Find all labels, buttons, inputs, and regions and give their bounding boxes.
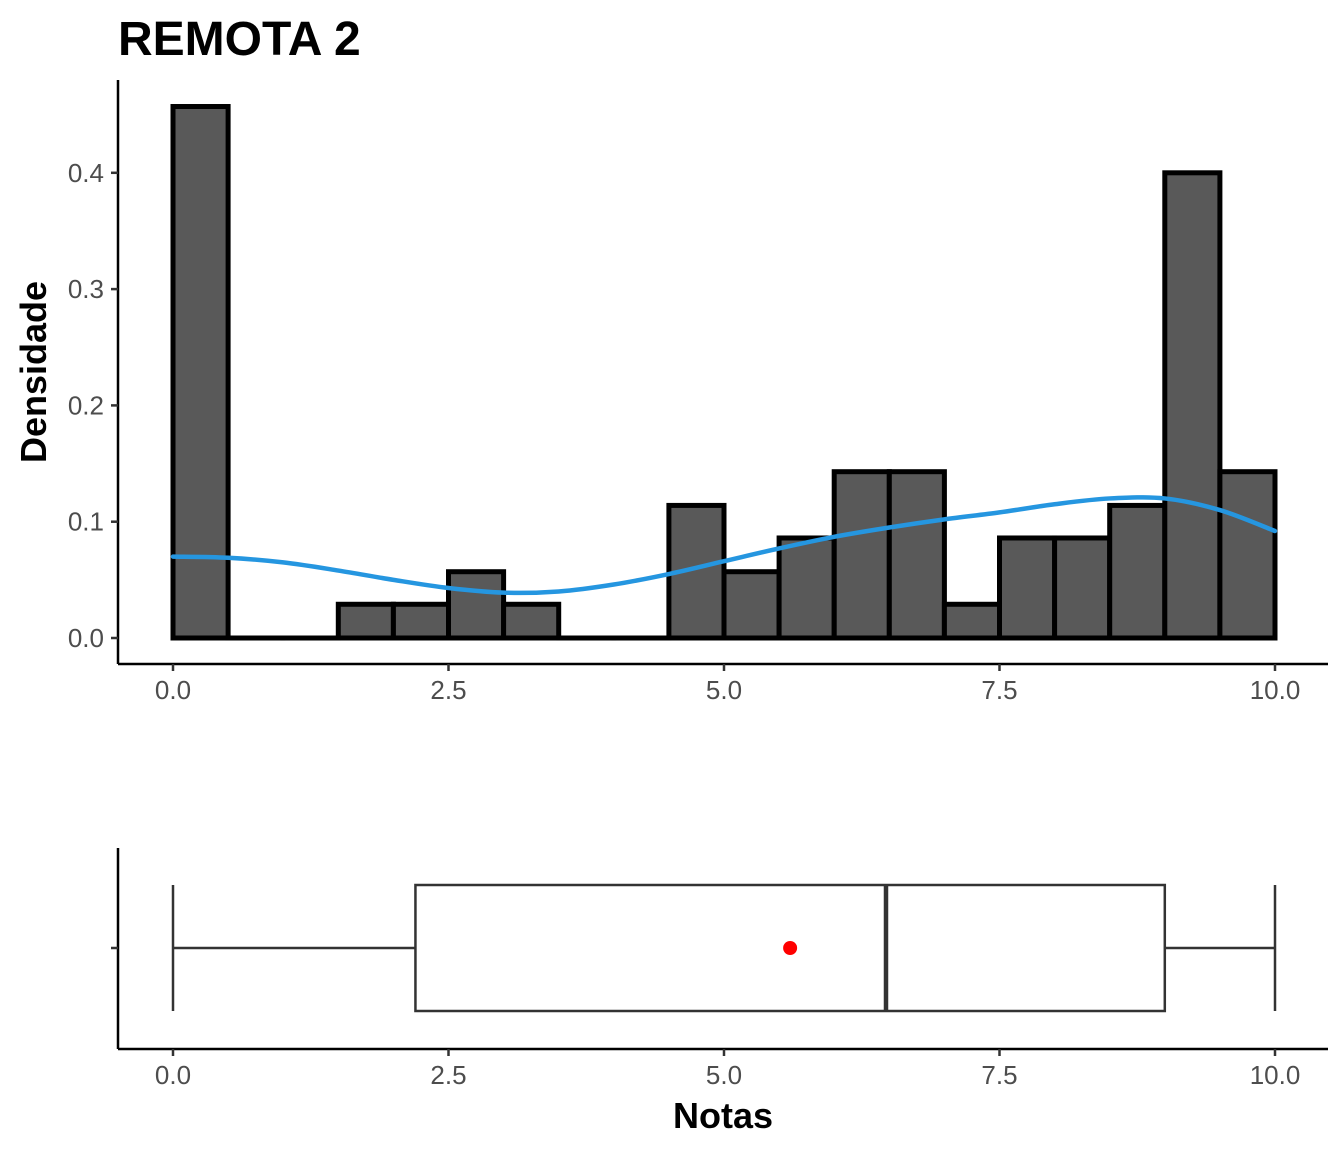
y-axis-title: Densidade (13, 281, 54, 463)
hist-y-tick-label: 0.1 (68, 507, 104, 537)
box-x-tick-label: 7.5 (981, 1060, 1017, 1090)
histogram-bar (886, 469, 947, 641)
histogram-bar (1162, 170, 1223, 641)
histogram-panel: 0.0 0.1 0.2 0.3 0.4 0.0 2.5 5.0 7.5 10.0 (68, 80, 1328, 705)
hist-y-tick-label: 0.2 (68, 390, 104, 420)
histogram-bar (170, 104, 231, 641)
hist-x-tick-label: 0.0 (155, 675, 191, 705)
box-x-tick-label: 10.0 (1250, 1060, 1301, 1090)
histogram-bar (831, 469, 892, 641)
hist-x-tick-label: 2.5 (430, 675, 466, 705)
hist-x-tick-label: 5.0 (706, 675, 742, 705)
hist-y-tick-label: 0.0 (68, 623, 104, 653)
box-x-tick-label: 2.5 (430, 1060, 466, 1090)
histogram-bar (941, 601, 1003, 641)
hist-y-tick-label: 0.4 (68, 158, 104, 188)
boxplot-mean-point (783, 941, 798, 955)
hist-y-ticks: 0.0 0.1 0.2 0.3 0.4 (68, 158, 118, 653)
histogram-bar (1107, 502, 1168, 641)
histogram-bar (390, 601, 451, 641)
histogram-bar (997, 535, 1058, 641)
boxplot-panel: 0.0 2.5 5.0 7.5 10.0 (111, 848, 1328, 1090)
box-x-ticks: 0.0 2.5 5.0 7.5 10.0 (155, 1049, 1300, 1090)
hist-y-tick-label: 0.3 (68, 274, 104, 304)
box-x-tick-label: 0.0 (155, 1060, 191, 1090)
hist-x-tick-label: 10.0 (1250, 675, 1301, 705)
x-axis-title: Notas (673, 1095, 773, 1136)
histogram-bar (1217, 469, 1278, 641)
histogram-bar (501, 601, 562, 641)
histogram-bar (446, 569, 507, 641)
histogram-bar (1052, 535, 1113, 641)
histogram-bar (776, 535, 837, 641)
histogram-bar (335, 601, 396, 641)
density-curve (170, 495, 1278, 596)
chart-title: REMOTA 2 (118, 13, 361, 66)
hist-x-ticks: 0.0 2.5 5.0 7.5 10.0 (155, 664, 1300, 705)
histogram-bars (170, 104, 1278, 641)
box-x-tick-label: 5.0 (706, 1060, 742, 1090)
hist-x-tick-label: 7.5 (981, 675, 1017, 705)
histogram-bar (721, 569, 782, 641)
